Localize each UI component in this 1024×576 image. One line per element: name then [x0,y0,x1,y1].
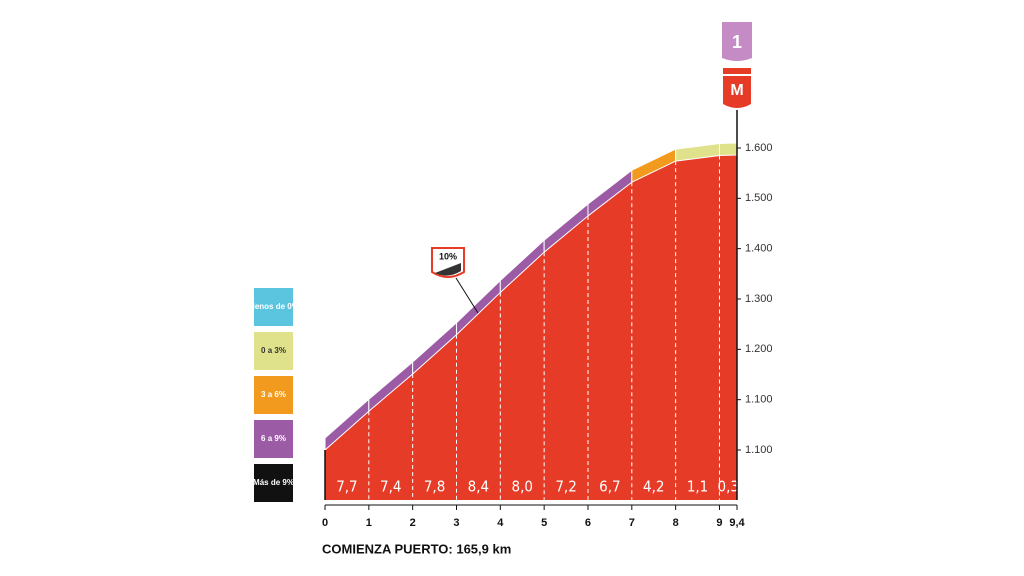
footer: COMIENZA PUERTO: 165,9 km [322,541,511,556]
gradient-band [718,142,738,157]
gradient-label: 8,4 [468,478,489,496]
gradient-label: 7,2 [555,478,576,496]
finish-badge: M [723,68,751,108]
gradient-label: 1,1 [687,478,708,496]
gradient-label: 6,7 [599,478,620,496]
x-tick-label: 3 [453,517,459,529]
legend-swatch [254,288,293,326]
y-tick-label: 1.400 [745,243,773,255]
gradient-label: 7,4 [380,478,401,496]
x-tick-label: 2 [410,517,416,529]
x-tick-label: 9 [716,517,722,529]
annotation-text: 10% [439,251,457,261]
y-tick-label: 1.500 [745,192,773,204]
gradient-label: 7,8 [424,478,445,496]
finish-badge-text: M [730,82,743,99]
legend-label: 6 a 9% [261,434,286,443]
gradient-label: 8,0 [512,478,533,496]
profile-area [325,155,737,500]
legend-label: Más de 9% [253,478,294,487]
x-tick-label: 1 [366,517,372,529]
annotation-fill [435,263,461,276]
gradient-label: 7,7 [336,478,357,496]
legend-swatch [254,464,293,502]
x-tick-label: 7 [629,517,635,529]
x-tick-label: 0 [322,517,328,529]
gradient-label: 4,2 [643,478,664,496]
legend-label: 3 a 6% [261,390,286,399]
x-tick-label: 4 [497,517,504,529]
x-tick-label: 5 [541,517,547,529]
annotation-pointer [455,277,479,314]
y-tick-label: 1.100 [745,394,773,406]
legend-label: 0 a 3% [261,346,286,355]
legend-swatch [254,420,293,458]
legend-swatch [254,376,293,414]
category-badge: 1 [722,22,752,61]
category-badge-text: 1 [732,32,742,52]
x-tick-label: 8 [673,517,679,529]
x-tick-label: 9,4 [729,517,745,529]
legend-swatch [254,332,293,370]
y-tick-label: 1.200 [745,343,773,355]
legend-label: Menos de 0% [248,302,299,311]
y-tick-label: 1.100 [745,444,773,456]
gradient-label: 0,3 [718,478,739,496]
x-tick-label: 6 [585,517,591,529]
y-tick-label: 1.300 [745,293,773,305]
y-tick-label: 1.600 [745,142,773,154]
